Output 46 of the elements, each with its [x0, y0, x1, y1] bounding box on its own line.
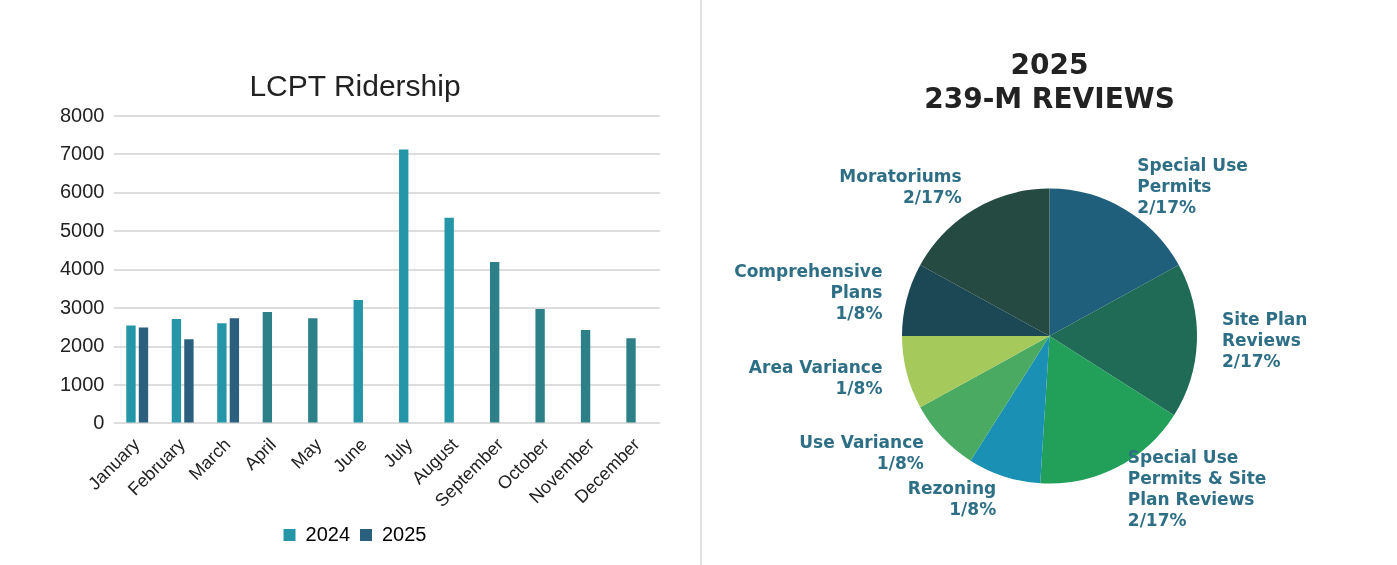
y-tick-label: 6000 — [59, 180, 105, 203]
bar — [489, 262, 500, 423]
bar — [262, 312, 273, 423]
data-label: 2/17% — [1221, 350, 1281, 371]
bar — [353, 300, 363, 423]
y-tick-label: 8000 — [59, 103, 105, 126]
bar — [184, 339, 194, 423]
legend-label: 2025 — [382, 522, 427, 545]
data-label: 2/17% — [902, 186, 962, 207]
data-label: 1/8% — [835, 302, 883, 323]
bar — [138, 327, 149, 423]
data-label: 2/17% — [1137, 197, 1197, 218]
slice-label: Rezoning — [907, 478, 997, 499]
slice-label: Special Use Permits — [1137, 155, 1248, 197]
bar — [535, 308, 545, 423]
y-tick-label: 3000 — [59, 295, 105, 318]
bar — [580, 330, 591, 423]
y-tick-label: 2000 — [59, 334, 105, 357]
slice-label: Site Plan Reviews — [1221, 308, 1308, 350]
slice-label: Area Variance — [748, 356, 883, 377]
data-label: 2/17% — [1127, 509, 1187, 530]
slice-label: Moratoriums — [839, 165, 962, 186]
y-tick-label: 0 — [93, 410, 105, 433]
chart-title: 2025 239-M REVIEWS — [924, 48, 1175, 115]
data-label: 1/8% — [949, 499, 997, 520]
slice-label: Special Use Permits & Site Plan Reviews — [1127, 446, 1267, 509]
x-tick-label: July — [379, 434, 417, 472]
bar — [217, 323, 227, 423]
bar — [399, 149, 409, 423]
y-tick-label: 7000 — [59, 141, 105, 164]
bar — [126, 325, 136, 423]
bar — [308, 318, 318, 423]
data-label: 1/8% — [876, 453, 924, 474]
data-label: 1/8% — [835, 377, 883, 398]
slice-label: Comprehensive Plans — [734, 260, 883, 302]
slice-label: Use Variance — [799, 432, 924, 453]
legend-label: 2024 — [305, 522, 351, 545]
bar — [444, 217, 454, 423]
y-tick-label: 4000 — [59, 257, 105, 280]
bar — [171, 318, 182, 423]
bar — [626, 338, 636, 423]
x-tick-label: May — [287, 434, 326, 473]
bar — [229, 318, 240, 423]
y-tick-label: 1000 — [59, 372, 105, 395]
chart-title: LCPT Ridership — [249, 69, 461, 103]
y-tick-label: 5000 — [59, 218, 105, 241]
